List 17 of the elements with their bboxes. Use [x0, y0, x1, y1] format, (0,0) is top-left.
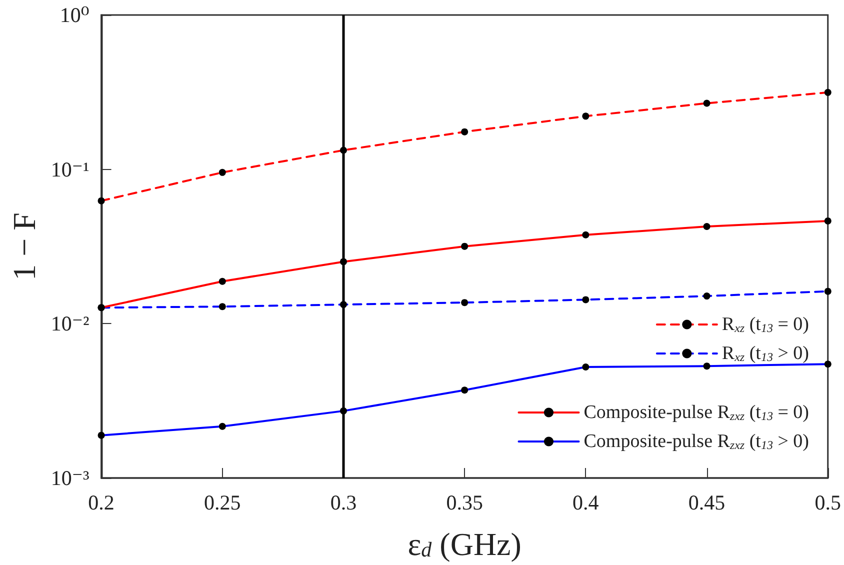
y-tick-label: 10⁻¹: [50, 157, 90, 182]
x-tick-label: 0.3: [330, 490, 357, 514]
legend-label: Rxz (t13 > 0): [722, 343, 810, 364]
y-tick-label: 10⁰: [60, 3, 90, 27]
legend-label: Composite-pulse Rzxz (t13 = 0): [584, 402, 810, 423]
y-tick-label: 10⁻²: [50, 312, 90, 336]
y-axis-title: 1 − F: [6, 212, 42, 280]
legend-label: Composite-pulse Rzxz (t13 > 0): [584, 431, 810, 452]
x-axis-title: εd (GHz): [408, 526, 522, 562]
x-tick-label: 0.4: [572, 490, 600, 514]
x-tick-label: 0.35: [446, 490, 483, 514]
y-tick-label: 10⁻³: [50, 466, 90, 490]
x-tick-label: 0.5: [814, 490, 841, 514]
x-tick-label: 0.2: [88, 490, 114, 514]
x-tick-label: 0.25: [204, 490, 241, 514]
legend-label: Rxz (t13 = 0): [722, 314, 810, 335]
x-tick-label: 0.45: [688, 490, 726, 514]
